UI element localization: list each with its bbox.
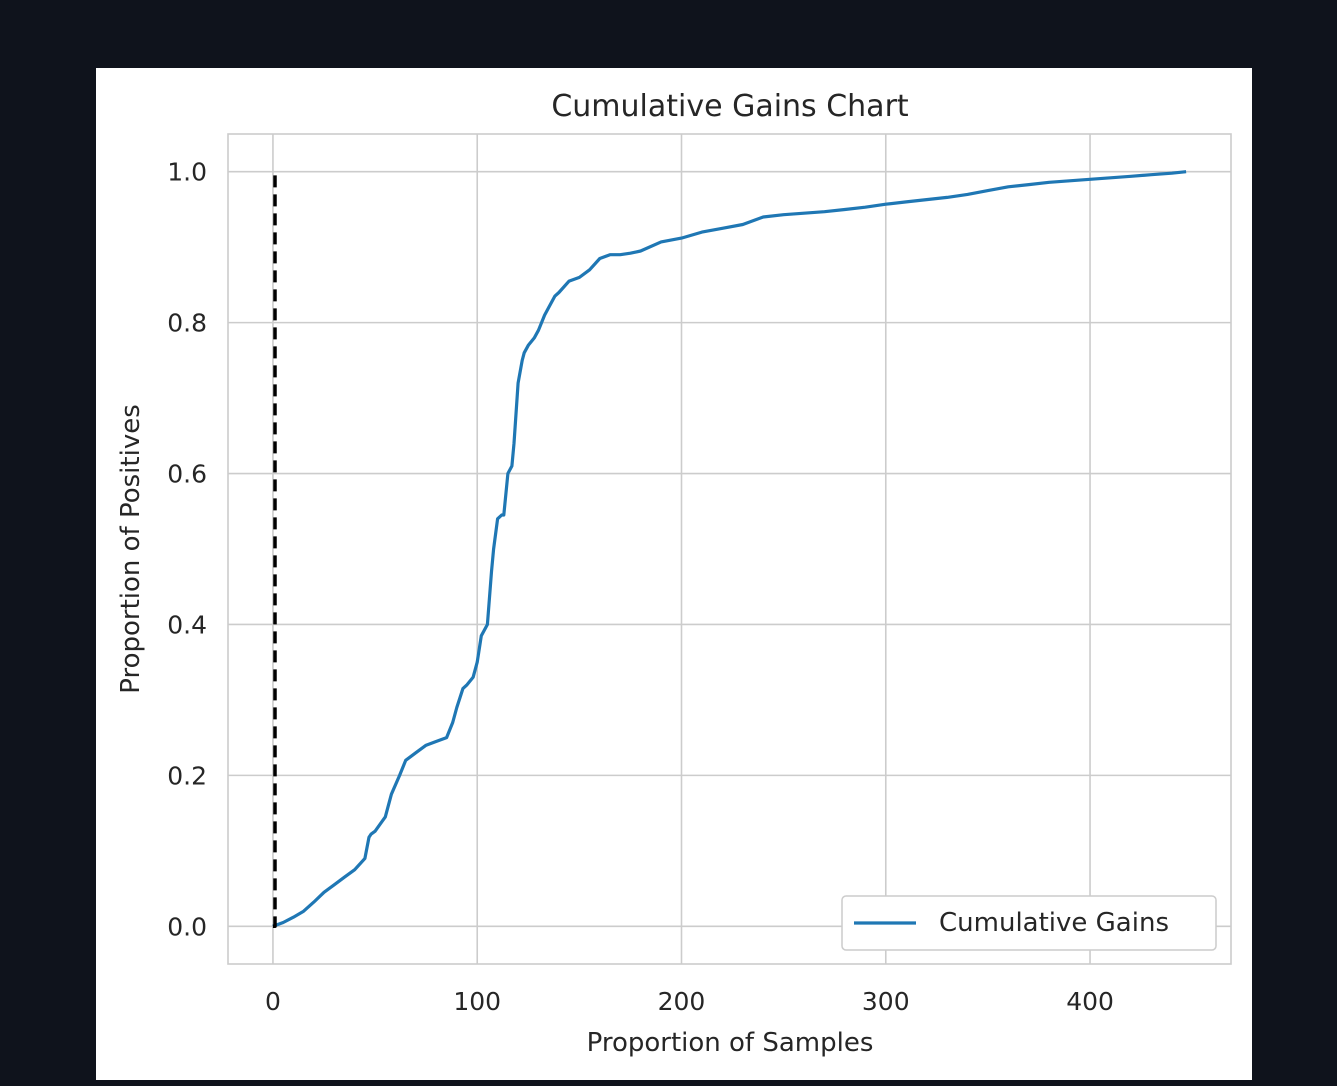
x-tick-label: 100: [453, 987, 501, 1016]
legend: Cumulative Gains: [841, 895, 1217, 951]
chart-figure: Cumulative Gains Chart 0 100 200 300 400 0.0…: [96, 68, 1252, 1080]
x-tick-label: 300: [862, 987, 910, 1016]
y-tick-labels: 0.0 0.2 0.4 0.6 0.8 1.0: [167, 158, 207, 942]
cumulative-gains-line: [272, 170, 1187, 928]
y-tick-label: 0.2: [167, 761, 207, 790]
cumulative-gains-chart: Cumulative Gains Chart 0 100 200 300 400 0.0…: [116, 89, 1232, 1058]
x-tick-label: 0: [265, 987, 281, 1016]
y-tick-label: 0.6: [167, 460, 207, 489]
y-tick-label: 0.4: [167, 610, 207, 639]
x-axis-label: Proportion of Samples: [587, 1028, 874, 1058]
plot-area-frame: [227, 133, 1232, 965]
grid: [228, 134, 1231, 964]
baseline-dashed-line: [272, 171, 277, 929]
series-layer: [272, 170, 1187, 929]
x-tick-labels: 0 100 200 300 400: [265, 987, 1114, 1016]
x-tick-label: 400: [1066, 987, 1114, 1016]
y-tick-label: 0.8: [167, 309, 207, 338]
y-axis-label: Proportion of Positives: [116, 404, 146, 694]
chart-title: Cumulative Gains Chart: [551, 89, 909, 124]
legend-label-cumulative-gains: Cumulative Gains: [939, 908, 1169, 938]
x-tick-label: 200: [658, 987, 706, 1016]
y-tick-label: 0.0: [167, 912, 207, 941]
y-tick-label: 1.0: [167, 158, 207, 187]
legend-frame: [841, 895, 1217, 951]
